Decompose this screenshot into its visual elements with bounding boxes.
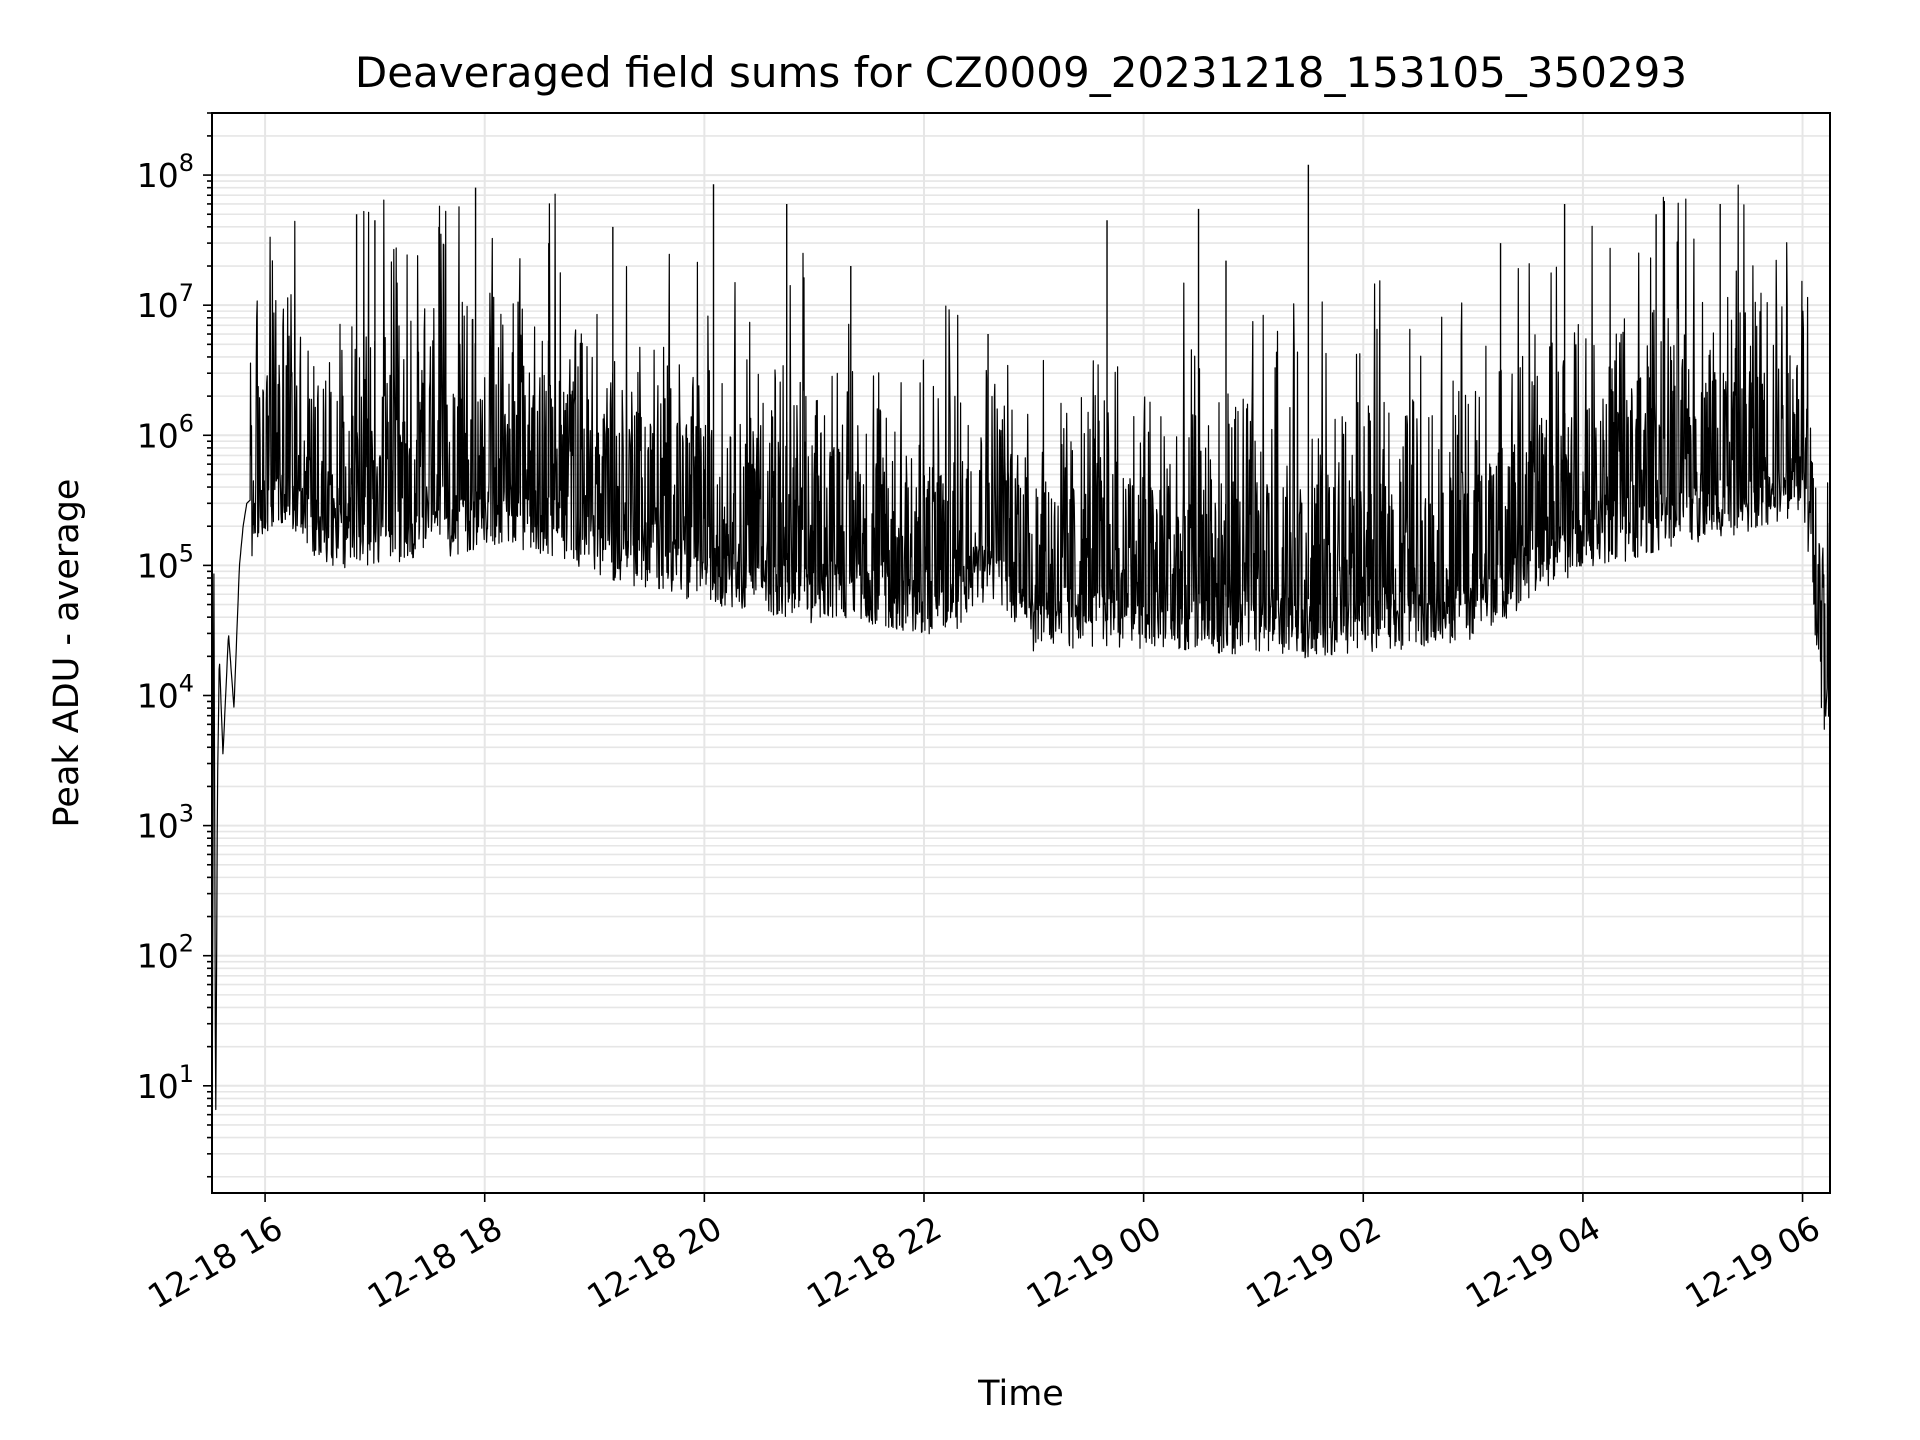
- y-tick-label: 101: [137, 1060, 194, 1106]
- y-tick-label: 107: [137, 279, 194, 325]
- y-tick-label: 102: [137, 930, 194, 976]
- series-line-0: [211, 184, 1831, 1177]
- x-axis: 12-18 16 12-18 18 12-18 20 12-18 22 12-19 00…: [141, 1193, 1827, 1316]
- x-tick-label: 12-18 18: [361, 1208, 509, 1316]
- y-axis: 101 102 103 104 105 106 107 108: [137, 112, 212, 1178]
- plot-frame: [211, 112, 1831, 1194]
- x-tick-label: 12-18 22: [800, 1208, 948, 1316]
- y-tick-label: 108: [137, 149, 194, 195]
- x-tick-label: 12-19 04: [1459, 1208, 1607, 1316]
- chart-title: Deaveraged field sums for CZ0009_2023121…: [355, 48, 1687, 97]
- y-tick-label: 105: [137, 539, 194, 585]
- x-tick-label: 12-19 06: [1679, 1208, 1827, 1316]
- x-tick-label: 12-18 16: [141, 1208, 289, 1316]
- y-tick-label: 104: [137, 669, 194, 715]
- series-layer: [211, 164, 1831, 1177]
- y-tick-label: 103: [137, 800, 194, 846]
- grid: [212, 112, 1830, 1193]
- x-axis-label: Time: [977, 1374, 1064, 1414]
- x-tick-label: 12-19 02: [1239, 1208, 1387, 1316]
- y-tick-label: 106: [137, 409, 194, 455]
- x-tick-label: 12-18 20: [580, 1208, 728, 1316]
- x-tick-label: 12-19 00: [1020, 1208, 1168, 1316]
- y-axis-label: Peak ADU - average: [47, 479, 87, 828]
